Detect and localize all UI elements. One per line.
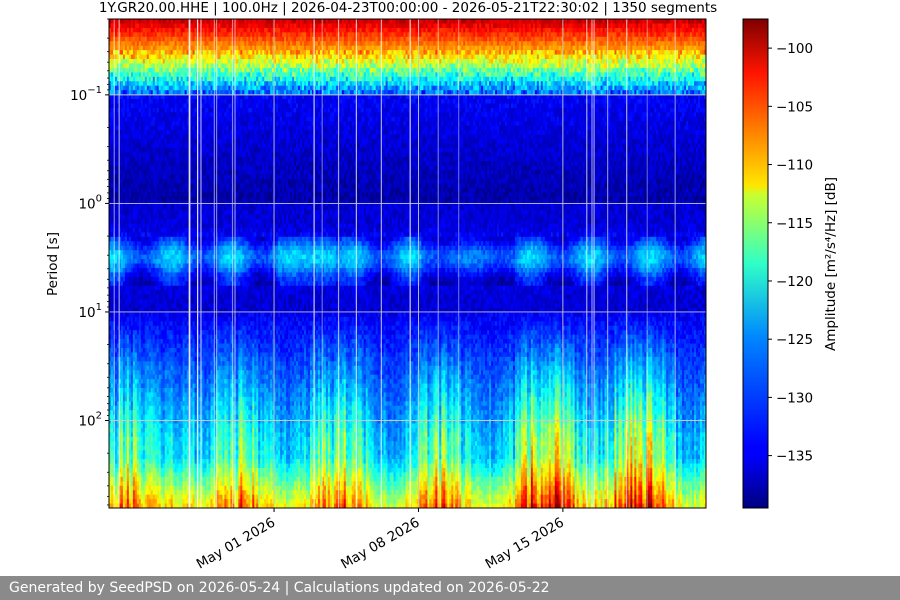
chart-title: 1Y.GR20.00.HHE | 100.0Hz | 2026-04-23T00… <box>99 0 717 16</box>
heatmap-cells <box>109 19 707 509</box>
spectrogram-chart: 1Y.GR20.00.HHE | 100.0Hz | 2026-04-23T00… <box>0 0 900 576</box>
plot-area <box>109 19 707 509</box>
